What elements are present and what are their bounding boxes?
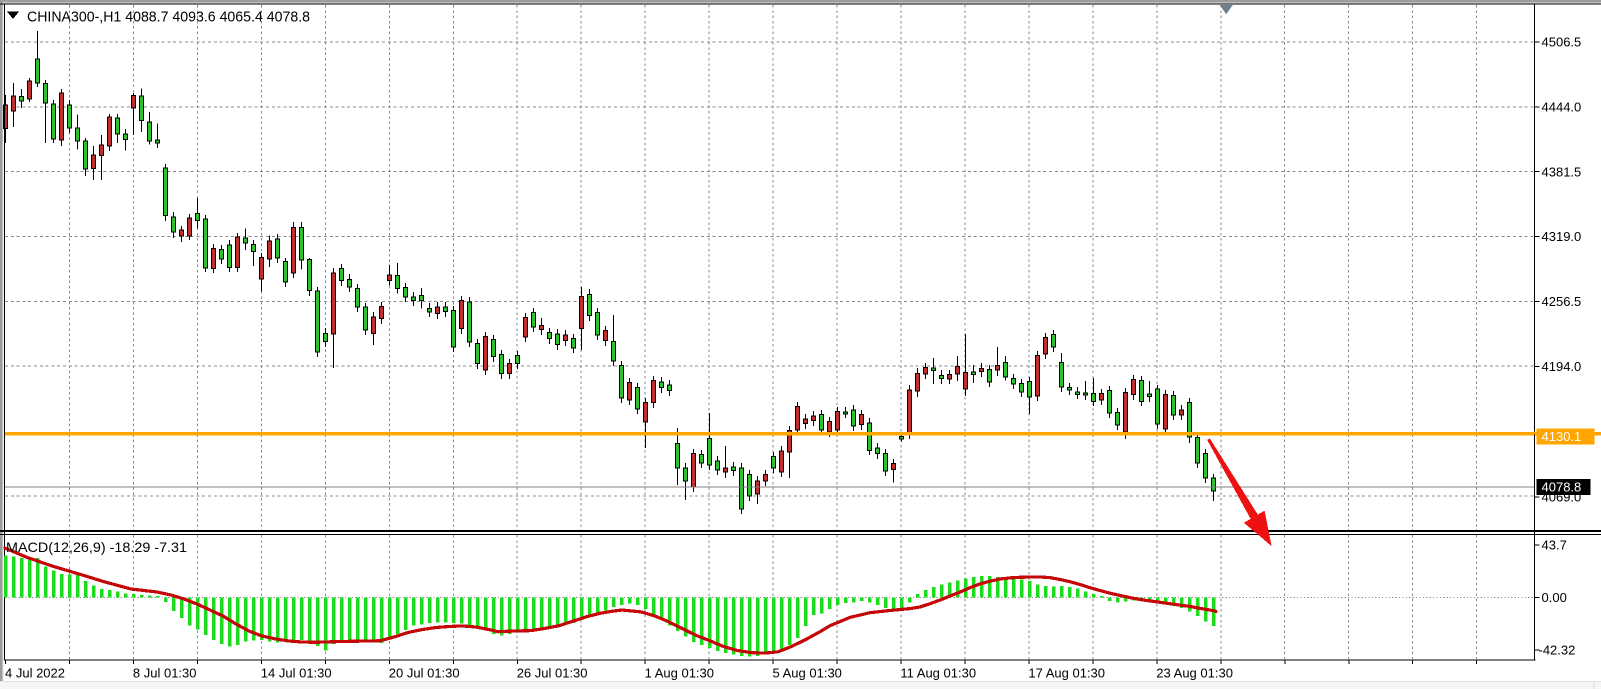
svg-text:5 Aug 01:30: 5 Aug 01:30	[773, 666, 842, 681]
svg-text:43.7: 43.7	[1542, 538, 1567, 553]
svg-text:4381.5: 4381.5	[1542, 164, 1582, 179]
svg-text:14 Jul 01:30: 14 Jul 01:30	[261, 666, 332, 681]
svg-text:23 Aug 01:30: 23 Aug 01:30	[1156, 666, 1233, 681]
svg-text:8 Jul 01:30: 8 Jul 01:30	[133, 666, 197, 681]
svg-text:4319.0: 4319.0	[1542, 229, 1582, 244]
svg-text:4078.8: 4078.8	[1542, 480, 1582, 495]
svg-text:MACD(12,26,9) -18.29 -7.31: MACD(12,26,9) -18.29 -7.31	[6, 539, 187, 555]
svg-text:20 Jul 01:30: 20 Jul 01:30	[389, 666, 460, 681]
svg-text:4194.0: 4194.0	[1542, 359, 1582, 374]
svg-text:-42.32: -42.32	[1539, 643, 1576, 658]
svg-text:26 Jul 01:30: 26 Jul 01:30	[517, 666, 588, 681]
svg-text:4506.5: 4506.5	[1542, 35, 1582, 50]
svg-text:11 Aug 01:30: 11 Aug 01:30	[900, 666, 976, 681]
svg-text:0.00: 0.00	[1542, 590, 1567, 605]
svg-text:CHINA300-,H1 4088.7 4093.6 40: CHINA300-,H1 4088.7 4093.6 4065.4 4078.8	[27, 9, 310, 26]
svg-text:4130.1: 4130.1	[1542, 429, 1582, 444]
svg-text:17 Aug 01:30: 17 Aug 01:30	[1028, 666, 1105, 681]
svg-text:4256.5: 4256.5	[1542, 294, 1582, 309]
svg-text:4444.0: 4444.0	[1542, 100, 1582, 115]
svg-text:4 Jul 2022: 4 Jul 2022	[5, 666, 65, 681]
svg-text:1 Aug 01:30: 1 Aug 01:30	[645, 666, 714, 681]
